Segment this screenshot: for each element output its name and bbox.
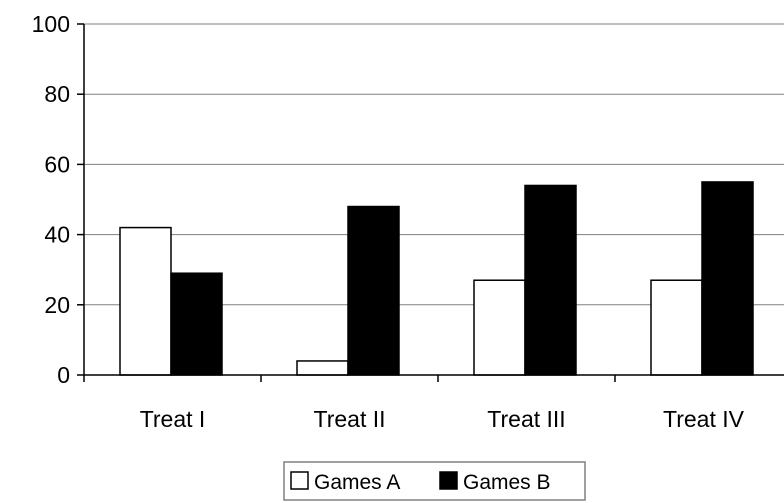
x-axis-ticks: Treat I Treat II Treat III Treat IV xyxy=(83,375,745,432)
y-tick-label: 80 xyxy=(44,81,70,107)
bar-games-b-4 xyxy=(701,181,754,376)
bar-games-a-2 xyxy=(296,360,349,376)
bar-games-a-1 xyxy=(119,226,172,376)
bar-games-b-3 xyxy=(524,184,577,376)
legend-swatch-games-b xyxy=(439,471,458,490)
x-tick-label: Treat III xyxy=(487,406,565,432)
y-tick-label: 20 xyxy=(44,292,70,318)
bar-games-b-1 xyxy=(170,272,223,376)
gridlines xyxy=(84,23,784,306)
bar-games-a-4 xyxy=(650,279,703,376)
legend-swatch-games-a xyxy=(290,471,309,490)
x-tick-label: Treat I xyxy=(140,406,206,432)
legend-label: Games B xyxy=(463,471,551,494)
y-tick-label: 0 xyxy=(57,362,70,388)
legend: Games A Games B xyxy=(283,461,586,501)
y-tick-label: 40 xyxy=(44,222,70,248)
y-tick-label: 100 xyxy=(32,11,70,37)
y-axis-ticks: 0 20 40 60 80 100 xyxy=(32,11,84,388)
y-tick-label: 60 xyxy=(44,151,70,177)
bars xyxy=(119,181,754,376)
x-tick-label: Treat IV xyxy=(663,406,745,432)
bar-games-a-3 xyxy=(473,279,526,376)
legend-label: Games A xyxy=(314,471,400,494)
x-tick-label: Treat II xyxy=(314,406,386,432)
legend-box xyxy=(283,461,586,501)
bar-games-b-2 xyxy=(347,205,400,376)
